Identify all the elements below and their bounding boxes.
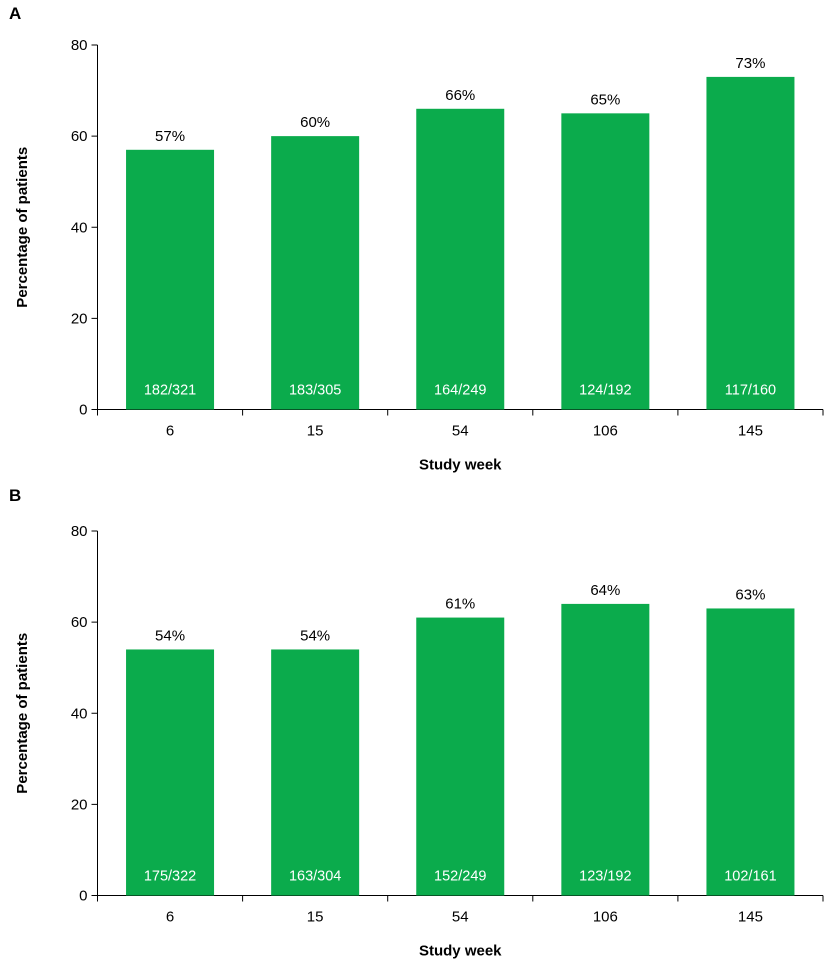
bar-chart-b: 0 20 40 60 80 Percentage of patients 54% 175/32… [14, 523, 824, 959]
x-axis-title: Study week [419, 457, 502, 474]
bar-value-label: 61% [445, 596, 475, 613]
y-tick-label: 40 [71, 705, 88, 722]
bar [706, 608, 795, 896]
x-tick-label: 6 [166, 909, 174, 926]
y-tick-label: 40 [71, 219, 88, 236]
bar [271, 136, 360, 410]
bar-value-label: 57% [155, 128, 185, 145]
bar-count-label: 175/322 [144, 869, 196, 885]
y-tick-label: 80 [71, 523, 88, 540]
y-tick-label: 80 [71, 37, 88, 54]
bar [126, 149, 215, 410]
bar [126, 649, 215, 896]
bar-count-label: 182/321 [144, 383, 196, 399]
y-axis-title: Percentage of patients [14, 633, 31, 794]
y-tick-label: 0 [79, 402, 87, 419]
x-tick-label: 15 [307, 423, 324, 440]
panel-letter-b: B [9, 486, 22, 505]
bar-count-label: 124/192 [579, 383, 631, 399]
bar-count-label: 152/249 [434, 869, 486, 885]
y-tick-label: 0 [79, 888, 87, 905]
bar-value-label: 73% [735, 55, 765, 72]
bar-value-label: 60% [300, 114, 330, 131]
bar [561, 113, 650, 410]
x-tick-label: 15 [307, 909, 324, 926]
bar-value-label: 54% [155, 627, 185, 644]
bar-count-label: 163/304 [289, 869, 341, 885]
bar [271, 649, 360, 896]
bar-count-label: 164/249 [434, 383, 486, 399]
x-tick-label: 54 [452, 909, 469, 926]
x-tick-label: 145 [738, 423, 763, 440]
y-tick-label: 20 [71, 796, 88, 813]
x-tick-label: 145 [738, 909, 763, 926]
bar-value-label: 65% [590, 91, 620, 108]
x-axis-title: Study week [419, 943, 502, 959]
bar-count-label: 117/160 [725, 383, 776, 399]
x-tick-label: 6 [166, 423, 174, 440]
chart-panel-b: B 0 20 40 60 80 Percentage of patients 54% 175/… [0, 486, 829, 959]
bar-count-label: 102/161 [724, 869, 776, 885]
y-axis-title: Percentage of patients [14, 147, 31, 308]
panel-letter-a: A [9, 4, 22, 23]
chart-panel-a: A 0 20 40 60 80 Percentage of patients 57% 182/… [9, 4, 824, 474]
y-tick-label: 20 [71, 310, 88, 327]
bar [706, 76, 795, 410]
bar-value-label: 64% [590, 582, 620, 599]
bar-chart-a: 0 20 40 60 80 Percentage of patients 57% 182/32… [14, 37, 824, 474]
x-tick-label: 106 [593, 423, 618, 440]
y-tick-label: 60 [71, 128, 88, 145]
x-tick-label: 54 [452, 423, 469, 440]
bar [416, 617, 505, 896]
bar-count-label: 183/305 [289, 383, 341, 399]
bar-value-label: 63% [735, 586, 765, 603]
x-tick-label: 106 [593, 909, 618, 926]
bar [416, 108, 505, 410]
y-tick-label: 60 [71, 614, 88, 631]
bar-value-label: 66% [445, 87, 475, 104]
bar [561, 603, 650, 896]
bar-value-label: 54% [300, 627, 330, 644]
bar-count-label: 123/192 [579, 869, 631, 885]
